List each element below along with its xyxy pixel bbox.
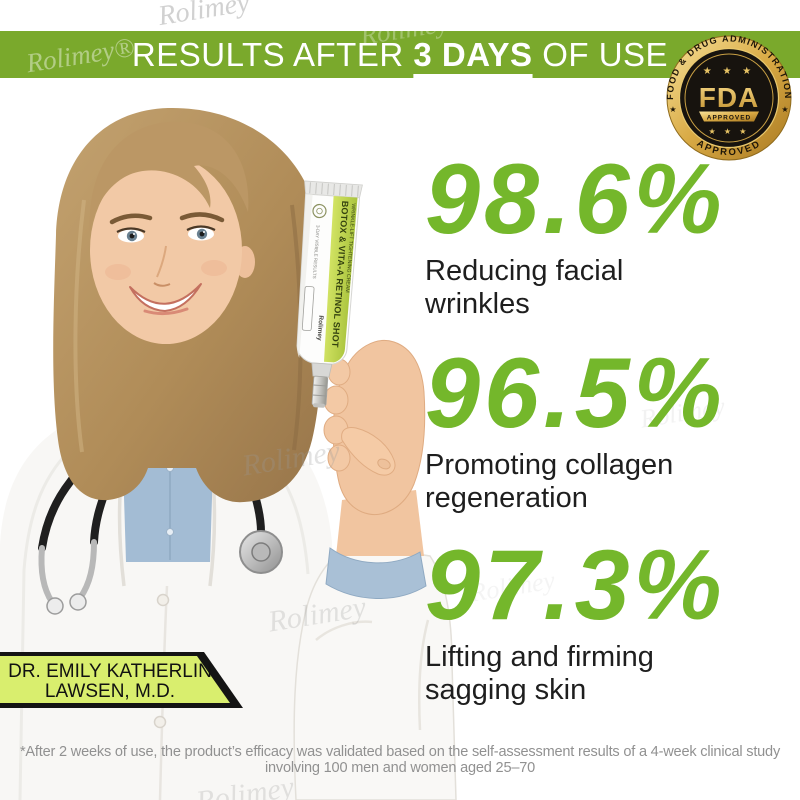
stat-label-line: Reducing facial xyxy=(425,255,624,288)
stat-block-lifting: 97.3% Lifting and firming sagging skin xyxy=(425,529,726,706)
disclaimer-line1: *After 2 weeks of use, the product’s eff… xyxy=(19,743,781,760)
ring-star-left: ★ xyxy=(669,105,676,114)
product-tube: BOTOX & VITA-A RETINOL SHOT WRINKLE-LIFT… xyxy=(296,180,363,408)
fda-center-text: FDA xyxy=(699,82,760,113)
stat-label: Promoting collagen regeneration xyxy=(425,449,726,514)
headline-text: RESULTS AFTER 3 DAYS OF USE xyxy=(132,36,668,74)
doctor-name-line2: LAWSEN, M.D. xyxy=(45,681,175,702)
stat-label-line: Lifting and firming xyxy=(425,641,654,674)
stat-label-line: sagging skin xyxy=(425,673,587,706)
doctor-hand xyxy=(323,340,426,515)
disclaimer-line2: involving 100 men and women aged 25–70 xyxy=(264,759,536,777)
tube-brand: Rolimey xyxy=(315,315,324,341)
doctor-fringe xyxy=(89,121,249,234)
stat-block-collagen: 96.5% Promoting collagen regeneration xyxy=(425,337,726,514)
stat-value: 98.6% xyxy=(425,143,726,254)
headline-prefix: RESULTS AFTER xyxy=(131,35,414,73)
headline-suffix: OF USE xyxy=(532,35,669,73)
disclaimer: *After 2 weeks of use, the product’s eff… xyxy=(12,743,788,777)
headline-highlight: 3 DAYS xyxy=(413,35,533,73)
stat-value: 97.3% xyxy=(425,529,726,640)
stat-value: 96.5% xyxy=(425,337,726,448)
stat-block-wrinkles: 98.6% Reducing facial wrinkles xyxy=(425,143,726,320)
badge-stars-top: ★ ★ ★ xyxy=(703,66,755,77)
stat-label: Reducing facial wrinkles xyxy=(425,255,726,320)
stat-label: Lifting and firming sagging skin xyxy=(425,641,726,706)
doctor-name-tag: DR. EMILY KATHERLIN LAWSEN, M.D. xyxy=(0,652,243,708)
stat-label-line: Promoting collagen xyxy=(425,449,674,482)
stat-label-line: regeneration xyxy=(425,481,588,514)
stat-label-line: wrinkles xyxy=(425,287,530,320)
fda-ribbon-text: APPROVED xyxy=(707,115,751,122)
fda-approved-badge: FOOD & DRUG ADMINISTRATION APPROVED ★ ★ … xyxy=(665,33,792,161)
headline-banner: RESULTS AFTER 3 DAYS OF USE xyxy=(0,31,800,78)
doctor-name-line1: DR. EMILY KATHERLIN xyxy=(8,661,212,682)
badge-stars-bottom: ★ ★ ★ xyxy=(709,127,750,136)
tube-claim: 3-DAY VISIBLE RESULTS xyxy=(312,225,321,279)
doctor-face xyxy=(90,156,255,344)
ring-star-right: ★ xyxy=(781,105,788,114)
